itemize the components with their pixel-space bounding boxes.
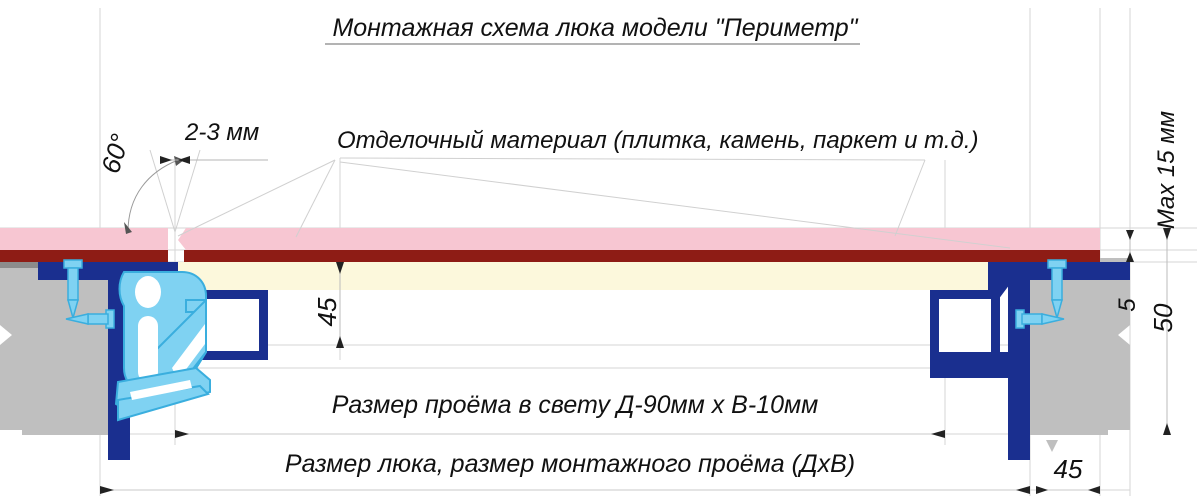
leader-lines [149, 149, 1011, 249]
finish-material-layer [0, 228, 1100, 262]
screw-horizontal-left [65, 309, 115, 329]
hatch-lid [140, 262, 1030, 300]
frame-height-label: 50 [1148, 303, 1178, 332]
dimension-frame-right [1126, 228, 1171, 435]
diagram-title: Монтажная схема люка модели "Периметр" [332, 14, 858, 42]
dimension-lid-thickness [336, 262, 344, 348]
screw-vertical-left [63, 259, 83, 321]
hinge-lower-cutouts [130, 380, 192, 400]
frame-width-right-label: 45 [1054, 454, 1083, 484]
dimension-clear-opening [175, 430, 945, 438]
screw-vertical-right [1047, 259, 1067, 321]
angle-label: 60° [95, 130, 135, 176]
wall-left [0, 258, 110, 435]
angle-arc [124, 156, 184, 234]
hatch-size-label: Размер люка, размер монтажного проёма (Д… [285, 450, 855, 478]
max-thickness-label: Max 15 мм [1153, 111, 1180, 229]
dimension-gap [160, 156, 268, 164]
screw-horizontal-right [1015, 309, 1065, 329]
clear-opening-label: Размер проёма в свету Д-90мм х В-10мм [332, 391, 819, 419]
frame-lip-label: 5 [1114, 298, 1141, 312]
dimension-hatch-size [100, 486, 1100, 494]
gap-label: 2-3 мм [184, 119, 259, 146]
wall-right [1030, 256, 1130, 452]
finish-material-label: Отделочный материал (плитка, камень, пар… [337, 127, 978, 154]
lid-thickness-label: 45 [312, 297, 342, 326]
